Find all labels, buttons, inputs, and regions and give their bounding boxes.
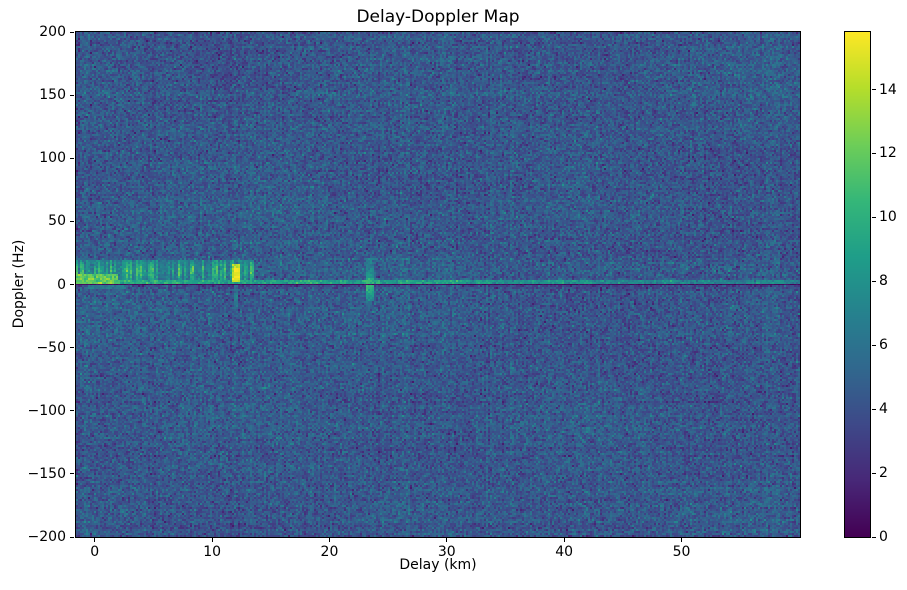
colorbar-tick-mark [872, 472, 876, 474]
colorbar-canvas [845, 32, 870, 537]
y-tick-label: −200 [27, 529, 66, 545]
x-tick-mark [328, 538, 330, 542]
y-tick-mark [70, 31, 74, 33]
y-tick-label: 100 [39, 150, 66, 167]
x-tick-label: 40 [555, 544, 574, 560]
x-tick-mark [94, 538, 96, 542]
colorbar-tick-mark [872, 536, 876, 538]
x-tick-label: 0 [90, 544, 100, 560]
colorbar-tick-label: 12 [879, 145, 897, 162]
colorbar-tick-mark [872, 89, 876, 91]
colorbar-tick-mark [872, 408, 876, 410]
y-tick-mark [70, 347, 74, 349]
x-axis-label: Delay (km) [399, 557, 477, 573]
y-axis-label: Doppler (Hz) [11, 239, 27, 329]
x-tick-label: 20 [320, 544, 339, 560]
heatmap-canvas [76, 32, 800, 537]
x-tick-label: 10 [203, 544, 222, 560]
colorbar-tick-label: 2 [879, 465, 888, 482]
y-tick-label: −150 [27, 465, 66, 482]
y-tick-mark [70, 157, 74, 159]
x-tick-mark [211, 538, 213, 542]
y-tick-label: 200 [39, 24, 66, 40]
y-tick-mark [70, 94, 74, 96]
colorbar-tick-label: 10 [879, 209, 897, 226]
y-tick-label: 50 [48, 213, 66, 230]
x-tick-mark [446, 538, 448, 542]
y-tick-label: 150 [39, 87, 66, 104]
x-tick-mark [680, 538, 682, 542]
colorbar-tick-mark [872, 216, 876, 218]
y-tick-label: −100 [27, 402, 66, 419]
colorbar-tick-mark [872, 280, 876, 282]
colorbar-tick-label: 4 [879, 401, 888, 418]
colorbar-tick-label: 0 [879, 529, 888, 545]
colorbar-tick-label: 14 [879, 81, 897, 98]
colorbar-tick-label: 6 [879, 337, 888, 354]
chart-title: Delay-Doppler Map [356, 7, 520, 27]
x-tick-mark [563, 538, 565, 542]
x-tick-label: 30 [437, 544, 456, 560]
y-tick-label: −50 [36, 339, 66, 356]
y-tick-mark [70, 536, 74, 538]
x-tick-label: 50 [672, 544, 691, 560]
y-tick-mark [70, 284, 74, 285]
colorbar-tick-mark [872, 344, 876, 346]
y-tick-mark [70, 410, 74, 412]
y-tick-mark [70, 473, 74, 475]
y-tick-mark [70, 220, 74, 222]
y-tick-label: 0 [57, 276, 66, 293]
colorbar-tick-mark [872, 152, 876, 154]
colorbar-tick-label: 8 [879, 273, 888, 290]
